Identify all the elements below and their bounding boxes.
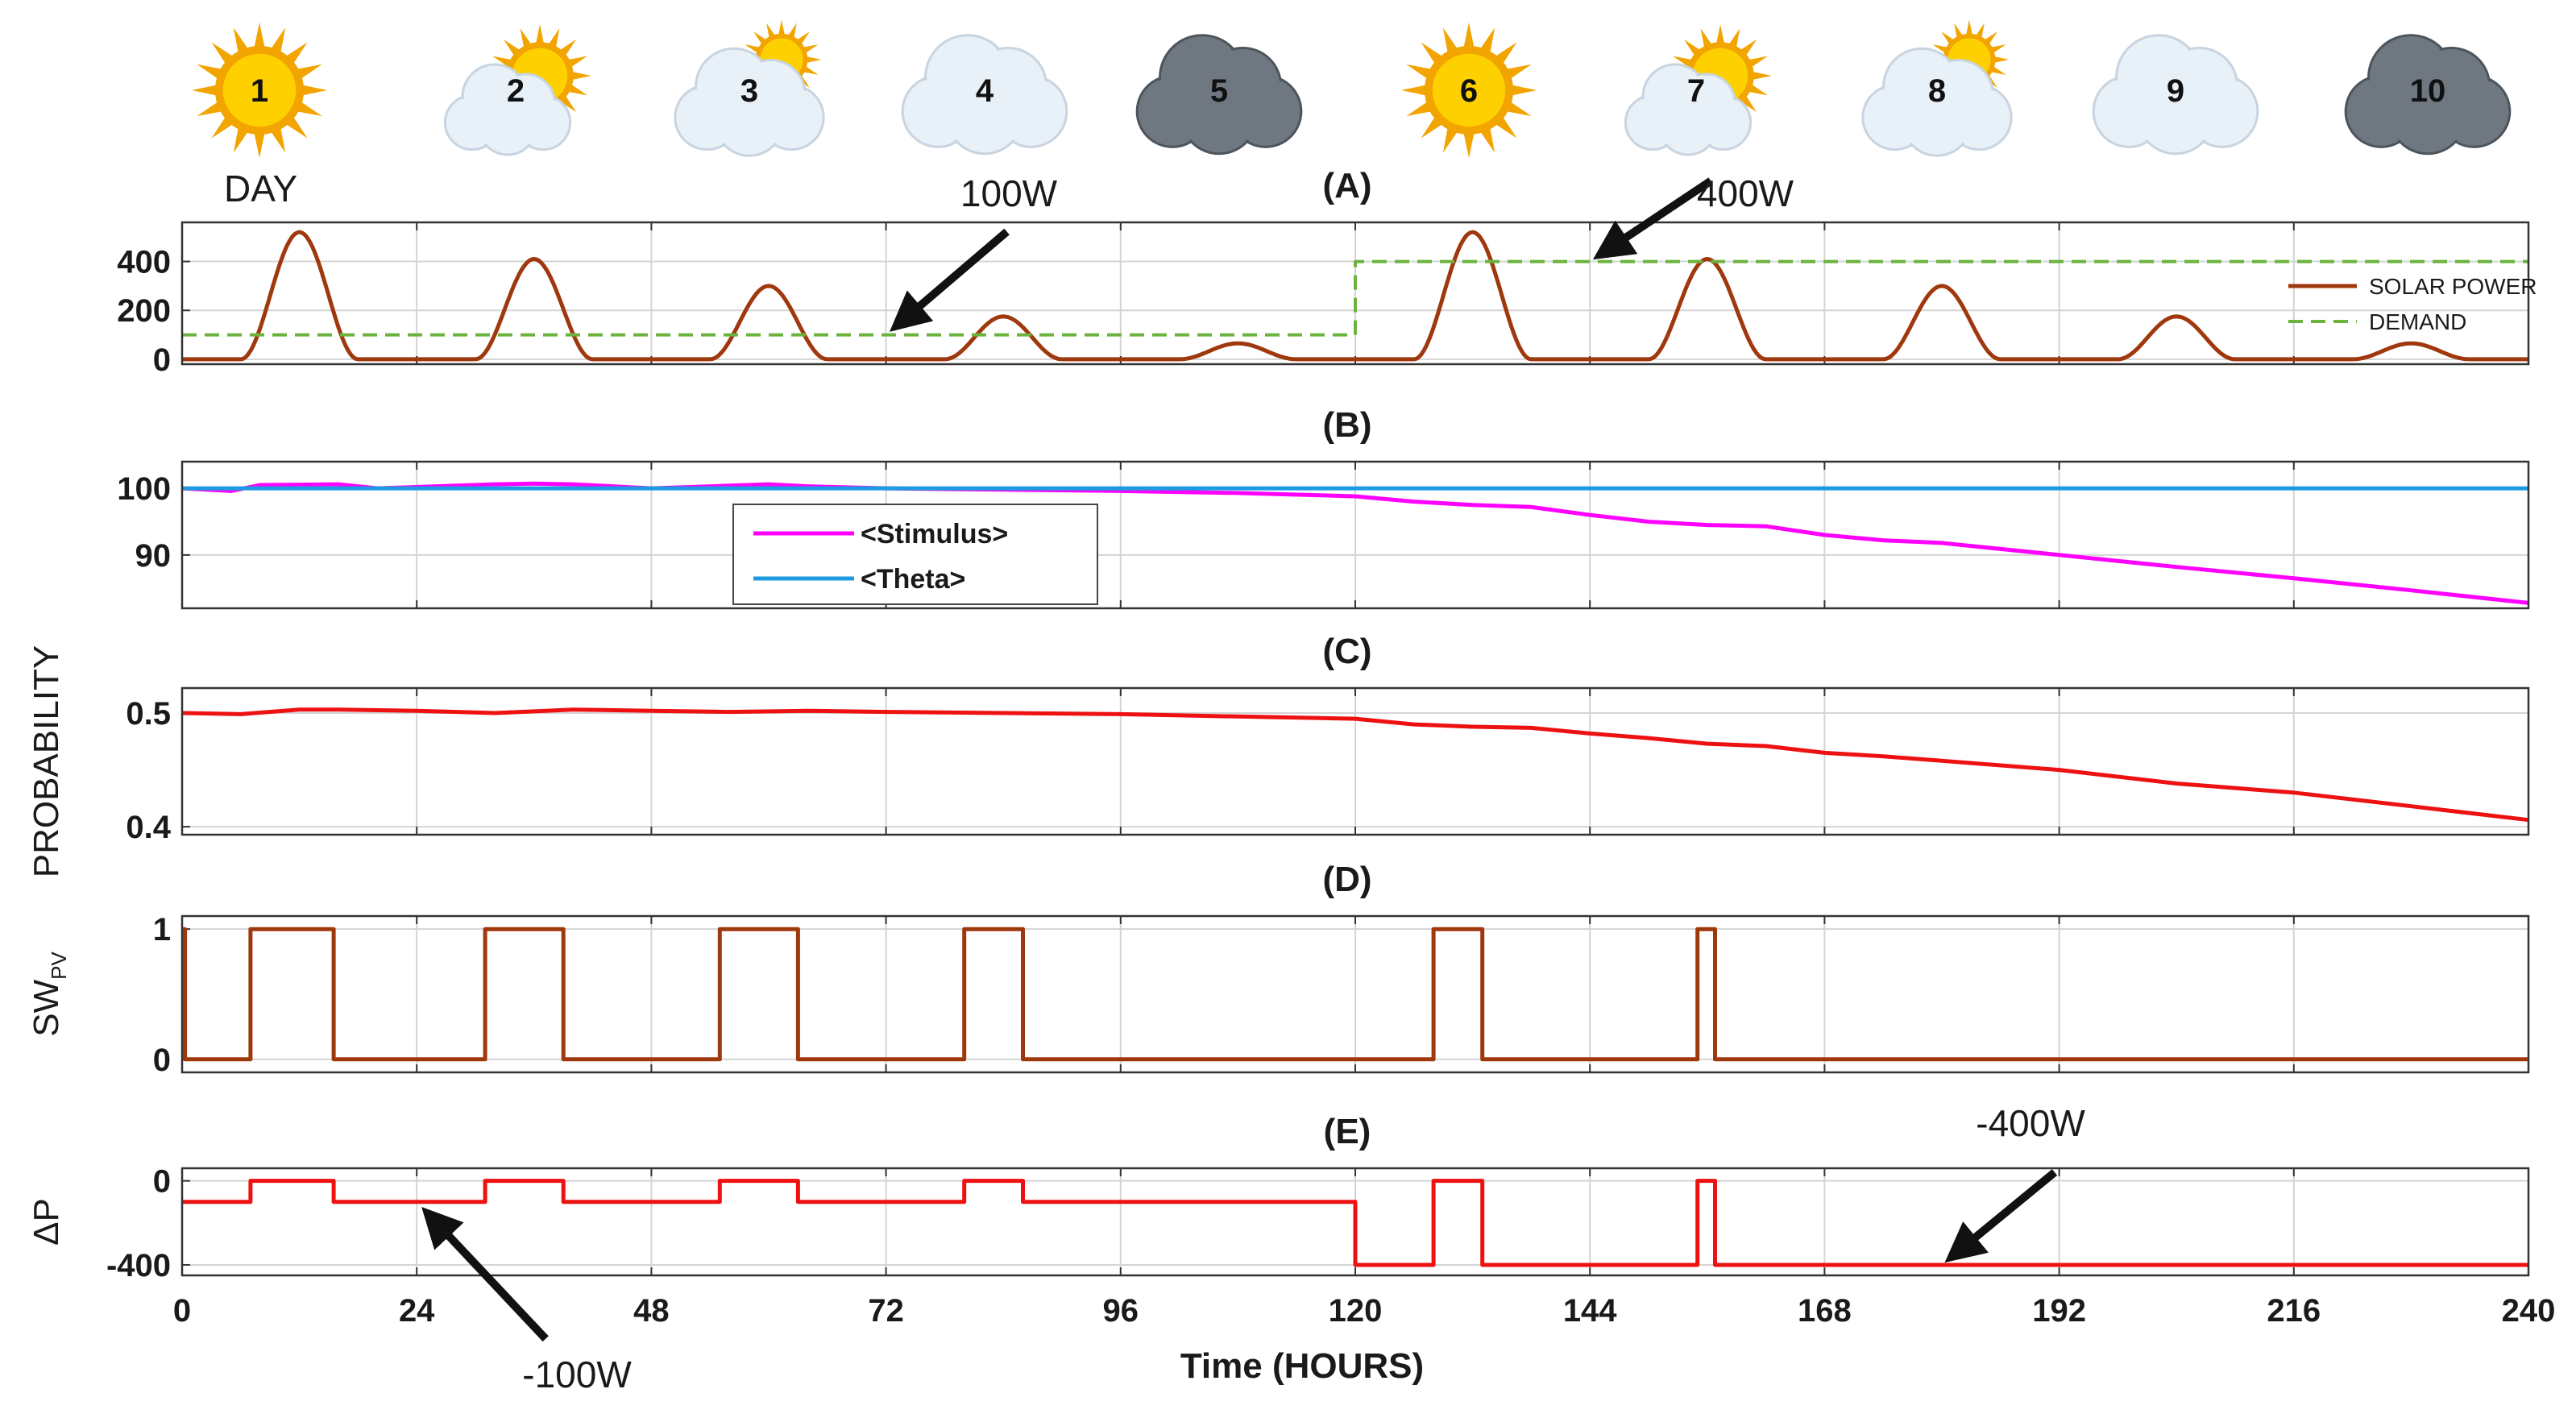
legend-box (732, 504, 1098, 605)
annotation-label: -400W (1976, 1102, 2085, 1144)
annotation-arrow (421, 1207, 549, 1342)
cloud-shape (443, 63, 572, 156)
cloud-shape (2344, 34, 2512, 155)
day-number: 1 (251, 73, 268, 109)
weather-icon-mostly-sunny: 7 (1624, 24, 1772, 156)
series-line--p (182, 1179, 2528, 1267)
weather-icon-cloudy: 9 (2092, 34, 2259, 155)
panel-title: (D) (1322, 860, 1371, 899)
series-line--stimulus- (181, 481, 2529, 605)
cloud-shape (674, 47, 825, 157)
grid-lines (182, 916, 2528, 1072)
x-tick-label: 168 (1798, 1293, 1852, 1329)
y-tick-label: 0.4 (126, 810, 171, 845)
x-tick-label: 240 (2502, 1293, 2556, 1329)
grid-lines (182, 222, 2528, 364)
panel-frame (180, 221, 2530, 366)
day-number: 4 (976, 73, 994, 109)
y-tick-label: 0 (153, 1164, 171, 1200)
panel-B: (B) 90 100 <Stimulus> <Theta> (117, 405, 2530, 610)
day-number: 10 (2410, 73, 2446, 109)
sun-rays (1400, 22, 1537, 159)
x-tick-label: 120 (1329, 1293, 1383, 1329)
y-tick-label: 90 (135, 538, 172, 574)
panel-frame (180, 686, 2530, 836)
y-tick-label: 100 (117, 471, 171, 507)
cloud-shape (1135, 34, 1303, 155)
weather-icon-mostly-sunny: 2 (443, 24, 591, 156)
y-axis-label: PROBABILITY (27, 645, 66, 878)
weather-icon-sunny: 1 (191, 22, 328, 159)
legend-entry: SOLAR POWER (2369, 274, 2537, 299)
legend-entry: <Theta> (861, 564, 965, 595)
legend-A: SOLAR POWER DEMAND (2288, 274, 2537, 334)
x-tick-label: 72 (868, 1293, 904, 1329)
weather-icon-row: 1 2 3 4 5 6 7 8 9 10 (191, 19, 2512, 159)
panel-title: (A) (1322, 166, 1371, 205)
x-tick-label: 144 (1563, 1293, 1617, 1329)
panel-title: (B) (1322, 405, 1371, 445)
panel-A: (A) 0 200 400 100W 400W SOLAR POWER DEMAND (117, 166, 2537, 378)
y-axis-label-subscript: PV (47, 952, 71, 980)
weather-icon-overcast: 5 (1135, 34, 1303, 155)
legend-B: <Stimulus> <Theta> (732, 504, 1098, 605)
x-tick-label: 24 (399, 1293, 435, 1329)
y-tick-label: 200 (117, 293, 171, 329)
x-tick-label: 96 (1103, 1293, 1139, 1329)
annotation-arrow (1592, 177, 1713, 260)
x-axis-label: Time (HOURS) (1180, 1346, 1424, 1386)
panel-frame (180, 1167, 2530, 1277)
cloud-shape (1861, 47, 2013, 157)
weather-icon-overcast: 10 (2344, 34, 2512, 155)
annotation-label: -100W (522, 1354, 632, 1395)
day-number: 8 (1928, 73, 1946, 109)
x-axis: 0 24 48 72 96 120 144 168 192 216 240 (173, 1293, 2556, 1329)
y-tick-label: 400 (117, 245, 171, 280)
series-line-demand (182, 259, 2528, 337)
x-tick-label: 48 (633, 1293, 670, 1329)
panel-D: (D) 0 1 SWPV (27, 860, 2530, 1078)
y-tick-label: 0 (153, 342, 171, 378)
series-line-sw-pv (182, 927, 2528, 1062)
panel-C: (C) 0.4 0.5 PROBABILITY (27, 632, 2530, 878)
day-number: 5 (1210, 73, 1228, 109)
y-tick-label: 0 (153, 1043, 171, 1078)
panel-frame (180, 460, 2530, 610)
weather-icon-partly-cloudy: 8 (1861, 19, 2013, 157)
day-number: 3 (740, 73, 758, 109)
day-number: 6 (1460, 73, 1478, 109)
weather-icon-partly-cloudy: 3 (674, 19, 825, 157)
y-tick-label: -400 (106, 1248, 171, 1283)
y-tick-label: 1 (153, 912, 171, 947)
y-axis-label: SWPV (27, 952, 71, 1037)
x-tick-label: 216 (2267, 1293, 2321, 1329)
cloud-shape (901, 34, 1068, 155)
panels: (A) 0 200 400 100W 400W SOLAR POWER DEMAND (B) 90… (27, 166, 2537, 1395)
day-number: 2 (507, 73, 525, 109)
annotation-label: 100W (960, 172, 1058, 214)
cloud-shape (2092, 34, 2259, 155)
panel-title: (C) (1322, 632, 1371, 671)
legend-entry: <Stimulus> (861, 519, 1008, 549)
legend-entry: DEMAND (2369, 309, 2466, 334)
y-axis-label: ΔP (27, 1198, 66, 1246)
cloud-shape (1624, 63, 1753, 156)
y-tick-label: 0.5 (126, 696, 171, 732)
series-line-probability (181, 707, 2529, 823)
annotation-label: 400W (1697, 172, 1794, 214)
day-label: DAY (224, 168, 297, 209)
panel-title: (E) (1324, 1112, 1371, 1151)
weather-icon-sunny: 6 (1400, 22, 1537, 159)
day-number: 9 (2167, 73, 2184, 109)
day-number: 7 (1687, 73, 1705, 109)
weather-icon-cloudy: 4 (901, 34, 1068, 155)
annotation-arrow (1944, 1169, 2058, 1263)
x-tick-label: 192 (2032, 1293, 2086, 1329)
panel-frame (180, 914, 2530, 1074)
annotation-arrow (889, 228, 1010, 332)
x-tick-label: 0 (173, 1293, 191, 1329)
